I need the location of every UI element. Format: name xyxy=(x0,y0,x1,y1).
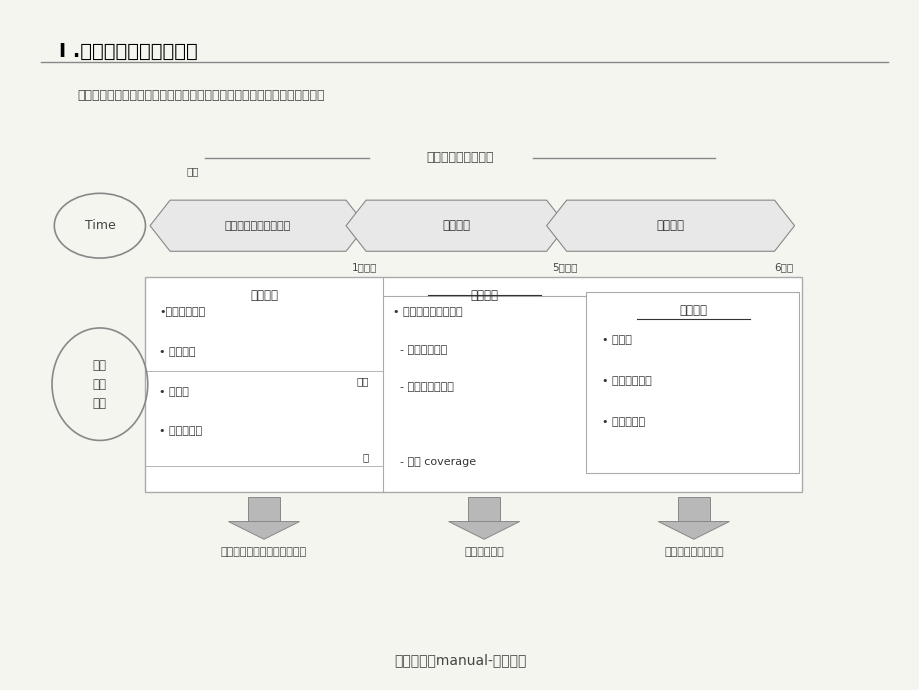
Polygon shape xyxy=(448,522,519,540)
Text: • 优化目标的进展程度: • 优化目标的进展程度 xyxy=(393,308,462,317)
Text: 代理商整体成果提高: 代理商整体成果提高 xyxy=(664,547,723,558)
Polygon shape xyxy=(546,200,794,251)
Text: • 代理商流通数: • 代理商流通数 xyxy=(602,375,652,386)
Text: - 开发流通销售额: - 开发流通销售额 xyxy=(393,382,454,393)
Text: 先头指标: 先头指标 xyxy=(470,289,497,302)
Polygon shape xyxy=(346,200,566,251)
Text: 1个月后: 1个月后 xyxy=(351,262,377,272)
Polygon shape xyxy=(677,497,709,522)
Text: 比重: 比重 xyxy=(356,376,369,386)
Text: 活动指标: 活动指标 xyxy=(250,289,278,302)
Text: - 流通 coverage: - 流通 coverage xyxy=(393,457,476,468)
Text: • 销售额: • 销售额 xyxy=(602,335,631,345)
Text: 成熟阶段: 成熟阶段 xyxy=(656,219,684,233)
Text: • 参与度: • 参与度 xyxy=(159,386,188,397)
Text: 实施: 实施 xyxy=(187,166,199,176)
Text: •优化活动实施: •优化活动实施 xyxy=(159,308,205,317)
Polygon shape xyxy=(468,497,500,522)
Text: 先头指标改善: 先头指标改善 xyxy=(464,547,504,558)
Text: 6个月: 6个月 xyxy=(773,262,792,272)
Text: 活动的引入、实施初期: 活动的引入、实施初期 xyxy=(225,221,291,230)
Text: 代理商成员思维，行为的变化: 代理商成员思维，行为的变化 xyxy=(221,547,307,558)
Text: 优化活动的效果最初表现行为和意识上的变化，然后体现为实际成果的提高: 优化活动的效果最初表现行为和意识上的变化，然后体现为实际成果的提高 xyxy=(77,90,324,102)
Text: 发展阶段: 发展阶段 xyxy=(442,219,470,233)
Text: I .优化计划的定义和目标: I .优化计划的定义和目标 xyxy=(59,41,198,61)
Text: 优化活动的效果预期: 优化活动的效果预期 xyxy=(425,151,494,164)
Polygon shape xyxy=(248,497,279,522)
Text: • 可见的变化: • 可见的变化 xyxy=(159,426,202,436)
Text: • 公司销售额: • 公司销售额 xyxy=(602,417,644,426)
FancyBboxPatch shape xyxy=(145,277,801,491)
Text: 地区经销商manual-优化计划: 地区经销商manual-优化计划 xyxy=(393,653,526,667)
Text: 等: 等 xyxy=(362,453,369,462)
Polygon shape xyxy=(658,522,729,540)
Text: 5个月后: 5个月后 xyxy=(551,262,577,272)
Text: 主要
变化
指标: 主要 变化 指标 xyxy=(93,359,107,410)
Text: - 优化经销商数: - 优化经销商数 xyxy=(393,345,448,355)
Polygon shape xyxy=(150,200,366,251)
Text: • 转换意识: • 转换意识 xyxy=(159,347,196,357)
Polygon shape xyxy=(228,522,300,540)
Text: 综合指标: 综合指标 xyxy=(679,304,707,317)
Text: Time: Time xyxy=(85,219,115,233)
FancyBboxPatch shape xyxy=(585,292,799,473)
